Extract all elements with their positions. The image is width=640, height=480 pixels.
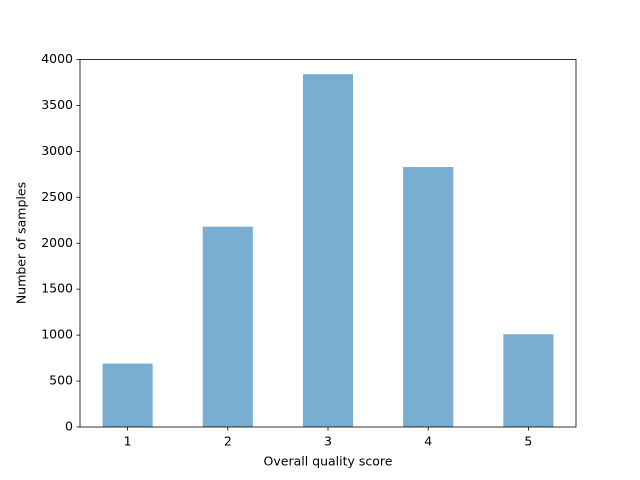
bar	[102, 363, 153, 427]
y-tick-label: 3500	[41, 97, 73, 112]
y-tick-label: 2500	[41, 189, 73, 204]
bar	[503, 334, 554, 427]
bar	[302, 74, 354, 427]
y-tick-label: 1500	[41, 281, 73, 296]
x-axis-label: Overall quality score	[264, 454, 393, 469]
x-tick-label: 4	[424, 434, 432, 449]
y-tick-label: 0	[65, 419, 73, 434]
x-tick-label: 5	[524, 434, 532, 449]
y-tick-label: 3000	[41, 143, 73, 158]
y-axis-label: Number of samples	[14, 182, 29, 304]
bar	[202, 226, 253, 427]
y-tick-label: 1000	[41, 327, 73, 342]
x-tick-label: 2	[224, 434, 232, 449]
y-tick-label: 4000	[41, 51, 73, 66]
y-tick-label: 2000	[41, 235, 73, 250]
x-tick-label: 3	[324, 434, 332, 449]
bar	[403, 166, 454, 427]
x-tick-label: 1	[124, 434, 132, 449]
y-tick-label: 500	[49, 373, 73, 388]
axes-frame	[79, 59, 577, 428]
